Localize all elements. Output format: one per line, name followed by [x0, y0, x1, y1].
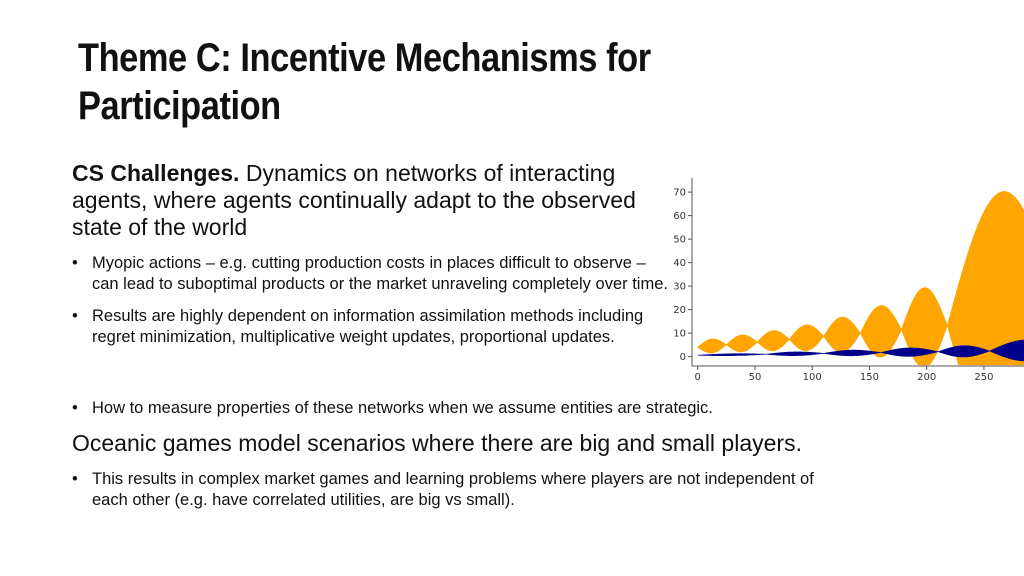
series-1-area [697, 339, 1024, 362]
slide-title: Theme C: Incentive Mechanisms for Partic… [78, 36, 651, 128]
bullet-text: How to measure properties of these netwo… [92, 399, 713, 417]
bullet-icon: • [72, 307, 78, 325]
x-tick-label: 250 [974, 372, 993, 383]
list-item: • Results are highly dependent on informa… [72, 306, 672, 348]
x-tick-label: 0 [695, 372, 701, 383]
y-tick-label: 30 [673, 282, 686, 293]
x-tick-label: 100 [803, 372, 822, 383]
x-tick-label: 150 [860, 372, 879, 383]
list-item: • How to measure properties of these netw… [72, 398, 832, 419]
top-bullet-list: • Myopic actions – e.g. cutting productio… [72, 253, 672, 359]
y-tick-label: 20 [673, 305, 686, 316]
bullet-text: Results are highly dependent on informat… [92, 307, 644, 346]
intro-bold-label: CS Challenges. [72, 160, 240, 186]
y-tick-label: 70 [673, 188, 686, 199]
bottom-bullet-list: • This results in complex market games an… [72, 469, 832, 511]
mid-bullet-list: • How to measure properties of these netw… [72, 398, 832, 419]
series-0-area [697, 191, 1024, 366]
intro-text: Dynamics on networks of interacting agen… [72, 160, 636, 240]
y-tick-label: 60 [673, 211, 686, 222]
y-tick-label: 50 [673, 235, 686, 246]
x-tick-label: 200 [917, 372, 936, 383]
bullet-icon: • [72, 254, 78, 272]
list-item: • This results in complex market games an… [72, 469, 832, 511]
bullet-text: Myopic actions – e.g. cutting production… [92, 254, 668, 293]
x-tick-label: 50 [749, 372, 762, 383]
y-tick-label: 0 [680, 352, 686, 363]
list-item: • Myopic actions – e.g. cutting productio… [72, 253, 672, 295]
y-tick-label: 40 [673, 258, 686, 269]
y-tick-label: 10 [673, 329, 686, 340]
intro-paragraph: CS Challenges. Dynamics on networks of i… [72, 160, 652, 241]
bullet-icon: • [72, 470, 78, 488]
oceanic-paragraph: Oceanic games model scenarios where ther… [72, 430, 802, 456]
oscillation-chart: 0 10 20 30 40 50 60 70 0 50 100 150 200 250 [673, 178, 1024, 383]
bullet-text: This results in complex market games and… [92, 470, 814, 509]
bullet-icon: • [72, 399, 78, 417]
